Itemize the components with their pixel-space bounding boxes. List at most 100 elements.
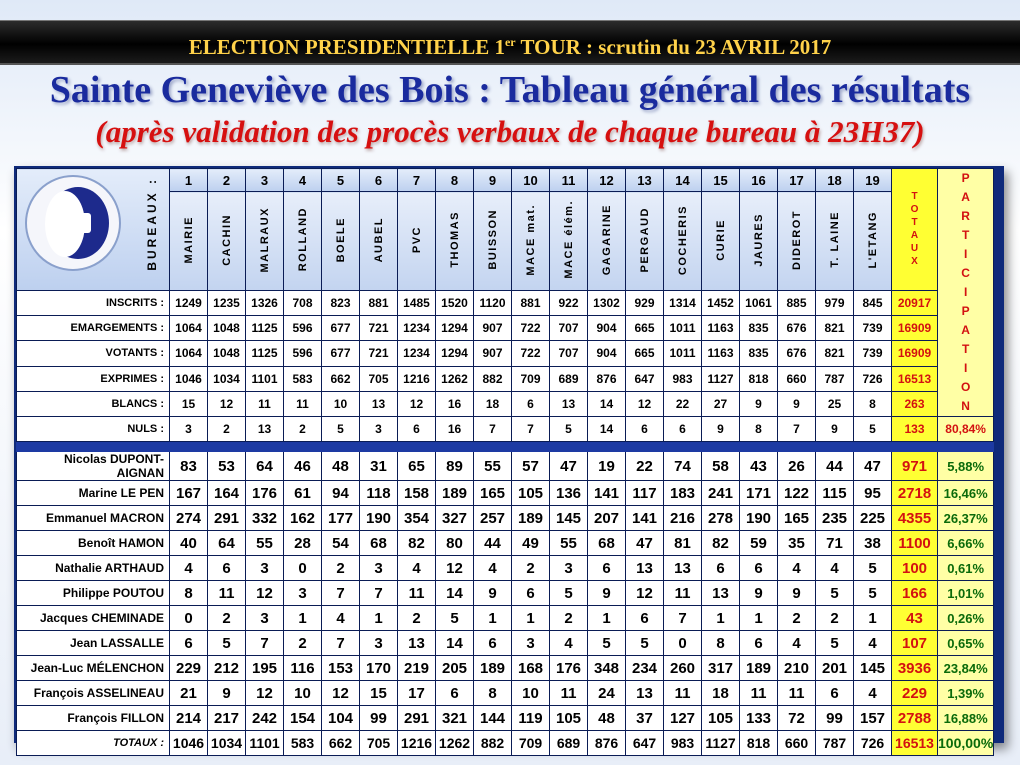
candidate-votes: 3 (245, 605, 284, 631)
candidate-votes: 15 (359, 680, 398, 706)
stat-value: 689 (549, 365, 588, 392)
candidate-votes: 105 (511, 480, 550, 506)
candidate-votes: 17 (397, 680, 436, 706)
candidate-votes: 210 (777, 655, 816, 681)
totals-total: 16513 (891, 730, 938, 756)
bureau-name: MACE mat. (511, 191, 550, 291)
candidate-percent: 0,65% (936, 630, 995, 656)
election-banner: ELECTION PRESIDENTIELLE 1er TOUR : scrut… (0, 20, 1020, 65)
candidate-name: Jean-Luc MÉLENCHON (16, 655, 170, 681)
candidate-name: Nicolas DUPONT-AIGNAN (16, 451, 170, 481)
stat-value: 676 (777, 315, 816, 342)
totals-value: 1262 (435, 730, 474, 756)
bureau-number: 1 (169, 167, 208, 193)
stat-value: 821 (815, 315, 854, 342)
candidate-votes: 2 (283, 630, 322, 656)
candidate-votes: 5 (625, 630, 664, 656)
stat-label: BLANCS : (16, 390, 170, 418)
candidate-votes: 257 (473, 505, 512, 531)
candidate-votes: 74 (663, 451, 702, 481)
candidate-total: 229 (891, 680, 938, 706)
candidate-votes: 5 (435, 605, 474, 631)
candidate-votes: 47 (625, 530, 664, 556)
stat-value: 1314 (663, 289, 702, 317)
candidate-name: Jacques CHEMINADE (16, 605, 170, 631)
stat-value: 5 (549, 416, 588, 442)
candidate-votes: 13 (701, 580, 740, 606)
page-subtitle: (après validation des procès verbaux de … (95, 114, 925, 149)
candidate-votes: 327 (435, 505, 474, 531)
stat-value: 6 (625, 416, 664, 442)
candidate-votes: 216 (663, 505, 702, 531)
candidate-votes: 99 (359, 705, 398, 731)
stat-value: 1520 (435, 289, 474, 317)
candidate-votes: 104 (321, 705, 360, 731)
stat-total: 133 (891, 416, 938, 442)
candidate-votes: 1 (587, 605, 626, 631)
candidate-votes: 40 (169, 530, 208, 556)
candidate-name: Jean LASSALLE (16, 630, 170, 656)
bureau-number: 11 (549, 167, 588, 193)
bureau-name-text: THOMAS (448, 211, 461, 268)
candidate-votes: 116 (283, 655, 322, 681)
stat-value: 665 (625, 315, 664, 342)
candidate-name: Nathalie ARTHAUD (16, 555, 170, 581)
candidate-votes: 141 (625, 505, 664, 531)
stat-value: 1485 (397, 289, 436, 317)
stat-value: 13 (549, 390, 588, 418)
candidate-votes: 9 (587, 580, 626, 606)
candidate-total: 1100 (891, 530, 938, 556)
bureau-name: ROLLAND (283, 191, 322, 291)
totals-value: 1216 (397, 730, 436, 756)
candidate-votes: 13 (397, 630, 436, 656)
candidate-votes: 144 (473, 705, 512, 731)
candidate-votes: 133 (739, 705, 778, 731)
stat-value: 1034 (207, 365, 246, 392)
participation-value: 80,84% (936, 416, 995, 442)
stat-value: 13 (245, 416, 284, 442)
candidate-percent: 16,46% (936, 480, 995, 506)
candidate-votes: 12 (321, 680, 360, 706)
stat-value: 5 (321, 416, 360, 442)
totals-value: 876 (587, 730, 626, 756)
candidate-votes: 13 (625, 555, 664, 581)
stat-value: 705 (359, 365, 398, 392)
stat-value: 1048 (207, 340, 246, 367)
stat-value: 18 (473, 390, 512, 418)
bureau-name: PERGAUD (625, 191, 664, 291)
candidate-votes: 4 (169, 555, 208, 581)
candidate-votes: 14 (435, 580, 474, 606)
candidate-votes: 168 (511, 655, 550, 681)
candidate-votes: 136 (549, 480, 588, 506)
stat-total: 263 (891, 390, 938, 418)
candidate-votes: 31 (359, 451, 398, 481)
bureau-name-text: JAURES (752, 212, 765, 267)
stat-value: 1452 (701, 289, 740, 317)
stat-value: 835 (739, 315, 778, 342)
bureau-name-text: CURIE (714, 218, 727, 261)
participation-header-text: P A R T I C I P A T I O N (960, 171, 971, 413)
stat-value: 845 (853, 289, 892, 317)
candidate-total: 166 (891, 580, 938, 606)
candidate-votes: 4 (853, 630, 892, 656)
stat-value: 882 (473, 365, 512, 392)
candidate-votes: 9 (777, 580, 816, 606)
candidate-votes: 291 (397, 705, 436, 731)
stat-value: 907 (473, 340, 512, 367)
candidate-percent: 0,61% (936, 555, 995, 581)
totals-label: TOTAUX : (16, 730, 170, 756)
stat-value: 1163 (701, 315, 740, 342)
candidate-votes: 195 (245, 655, 284, 681)
stat-value: 583 (283, 365, 322, 392)
candidate-votes: 274 (169, 505, 208, 531)
candidate-votes: 82 (701, 530, 740, 556)
candidate-votes: 11 (207, 580, 246, 606)
candidate-votes: 64 (207, 530, 246, 556)
candidate-row: Philippe POUTOU 8 11 12 3 7 7 11 14 9 6 5 9 12 11 13 9 9 5… (16, 580, 995, 606)
candidate-votes: 6 (739, 555, 778, 581)
stat-value: 1011 (663, 340, 702, 367)
stat-value: 3 (169, 416, 208, 442)
bureau-name-text: PVC (410, 226, 423, 254)
stat-value: 8 (853, 390, 892, 418)
candidate-votes: 9 (473, 580, 512, 606)
